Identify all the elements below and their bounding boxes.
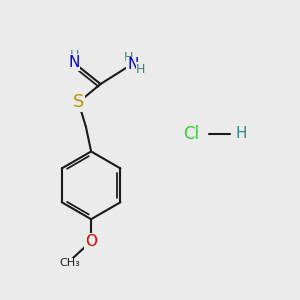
Text: N: N: [68, 55, 80, 70]
Text: S: S: [73, 93, 84, 111]
Text: H: H: [236, 126, 247, 141]
Text: Cl: Cl: [183, 125, 199, 143]
Text: CH₃: CH₃: [59, 258, 80, 268]
Text: H: H: [69, 49, 79, 62]
Text: O: O: [85, 234, 97, 249]
Text: H: H: [136, 63, 146, 76]
Text: H: H: [124, 51, 133, 64]
Text: N: N: [127, 57, 139, 72]
